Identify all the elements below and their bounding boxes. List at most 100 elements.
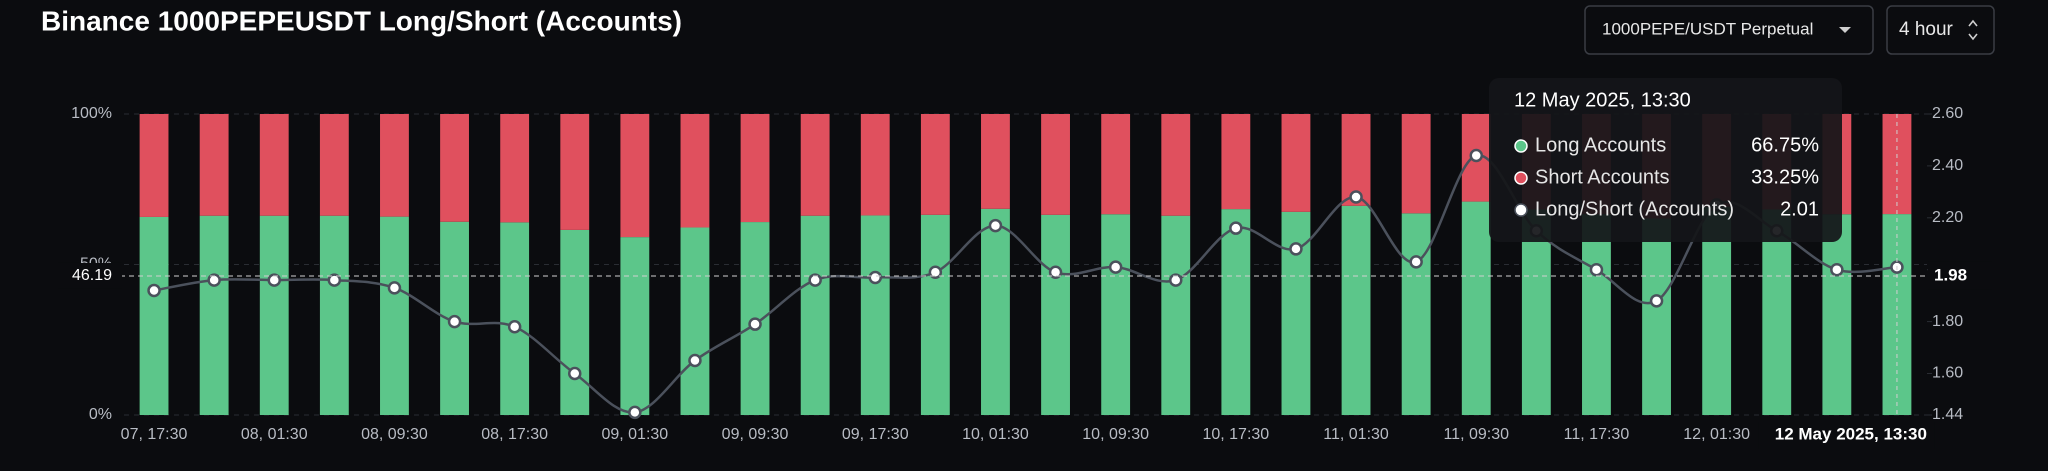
ratio-point [808, 273, 822, 287]
bar [981, 208, 1010, 415]
y-tick-label: 100% [71, 105, 112, 122]
crosshair-x-label: 12 May 2025, 13:30 [1775, 424, 1927, 443]
symbol-select[interactable]: 1000PEPE/USDT Perpetual [1584, 5, 1874, 55]
bar [1101, 214, 1131, 415]
ratio-point [1229, 221, 1243, 235]
x-tick-label: 11, 17:30 [1564, 426, 1630, 443]
interval-select[interactable]: 4 hour [1886, 5, 1995, 55]
crosshair-label-bg [1758, 422, 1935, 449]
bar [380, 114, 409, 217]
bar [740, 114, 770, 223]
bar [920, 214, 950, 415]
bar [319, 215, 349, 415]
ratio-point [628, 405, 642, 420]
bar [800, 114, 830, 216]
bar [500, 114, 530, 223]
select-caret [1839, 27, 1851, 33]
bar [1221, 114, 1251, 210]
ratio-point [568, 366, 582, 381]
tooltip-value: 66.75% [1751, 134, 1819, 156]
y2-tick-label: 2.40 [1932, 157, 1963, 174]
bar [560, 229, 590, 415]
crosshair-label-bg [1928, 261, 1992, 290]
tooltip-dot [1514, 139, 1528, 153]
ratio-point [1048, 265, 1063, 280]
x-tick-label: 09, 09:30 [722, 426, 789, 443]
bar [139, 216, 169, 415]
overlay: 46.19 1.98 12 May 2025, 13:30 12 May 2025, … [58, 78, 1992, 449]
bar [319, 114, 349, 216]
tooltip-series-name: Short Accounts [1535, 166, 1670, 188]
x-tick-label: 09, 01:30 [601, 426, 668, 443]
bar [680, 114, 710, 228]
bar [860, 215, 890, 415]
chart-title: Binance 1000PEPEUSDT Long/Short (Account… [41, 5, 682, 36]
ratio-point [327, 273, 342, 287]
bar [380, 216, 409, 415]
ratio-point [928, 265, 943, 280]
bar [1521, 209, 1551, 415]
bar [1341, 205, 1371, 415]
ratio-point [868, 270, 882, 285]
x-tick-label: 10, 09:30 [1082, 426, 1149, 443]
y-tick-label: 0% [89, 406, 112, 423]
x-tick-label: 10, 17:30 [1202, 426, 1269, 443]
bar [1762, 209, 1792, 415]
bar [1041, 214, 1070, 415]
y2-tick-label: 1.60 [1932, 365, 1963, 382]
bar [620, 237, 650, 415]
select-box[interactable] [1886, 5, 1995, 55]
ratio-point [147, 283, 161, 298]
bar [1401, 114, 1431, 214]
crosshair-label-bg [58, 262, 122, 289]
select-text[interactable]: 1000PEPE/USDT Perpetual [1602, 19, 1813, 38]
bar [1401, 213, 1431, 415]
x-tick-label: 08, 09:30 [361, 426, 428, 443]
bar [199, 114, 229, 216]
ratio-point [1589, 262, 1604, 277]
x-tick-label: 10, 01:30 [962, 426, 1029, 443]
ratio-point [1830, 262, 1844, 277]
select-box[interactable] [1584, 5, 1874, 55]
x-tick-label: 11, 09:30 [1443, 426, 1509, 443]
bar [1461, 201, 1491, 415]
x-tick-label: 07, 17:30 [121, 426, 188, 443]
ratio-point [1349, 190, 1363, 204]
bar [500, 222, 530, 415]
crosshair-y2-label: 1.98 [1934, 265, 1967, 284]
y2-tick-label: 1.44 [1932, 406, 1963, 423]
bar [1642, 218, 1671, 415]
ratio-point [748, 317, 762, 331]
x-tick-label: 12, 01:30 [1683, 426, 1750, 443]
bar [860, 114, 890, 216]
ratio-point [1289, 242, 1303, 256]
y2-tick-label: 1.80 [1932, 313, 1963, 330]
ratio-point [988, 218, 1003, 233]
y2-tick-label: 2.60 [1932, 105, 1963, 122]
ratio-point [1649, 294, 1664, 308]
bar [139, 114, 169, 217]
ratio-point [688, 353, 702, 368]
x-tick-label: 08, 17:30 [481, 426, 548, 443]
tooltip-series-name: Long Accounts [1535, 134, 1666, 156]
bar [1161, 215, 1191, 415]
bar [1822, 214, 1852, 415]
tooltip-title: 12 May 2025, 13:30 [1514, 89, 1691, 111]
crosshair-y-label: 46.19 [72, 267, 112, 284]
bar [199, 215, 229, 415]
bar [620, 114, 650, 238]
bar [440, 114, 469, 222]
ratio-point [267, 273, 281, 287]
x-tick-label: 08, 01:30 [241, 426, 308, 443]
ratio-point [387, 281, 402, 295]
ratio-point [1469, 148, 1483, 163]
tooltip-dot [1514, 203, 1528, 217]
bar [800, 215, 830, 415]
ratio-point [447, 314, 462, 329]
tooltip-value: 2.01 [1780, 198, 1819, 220]
select-text[interactable]: 4 hour [1899, 19, 1954, 40]
ratio-point [207, 273, 221, 287]
ratio-point [1409, 255, 1423, 269]
